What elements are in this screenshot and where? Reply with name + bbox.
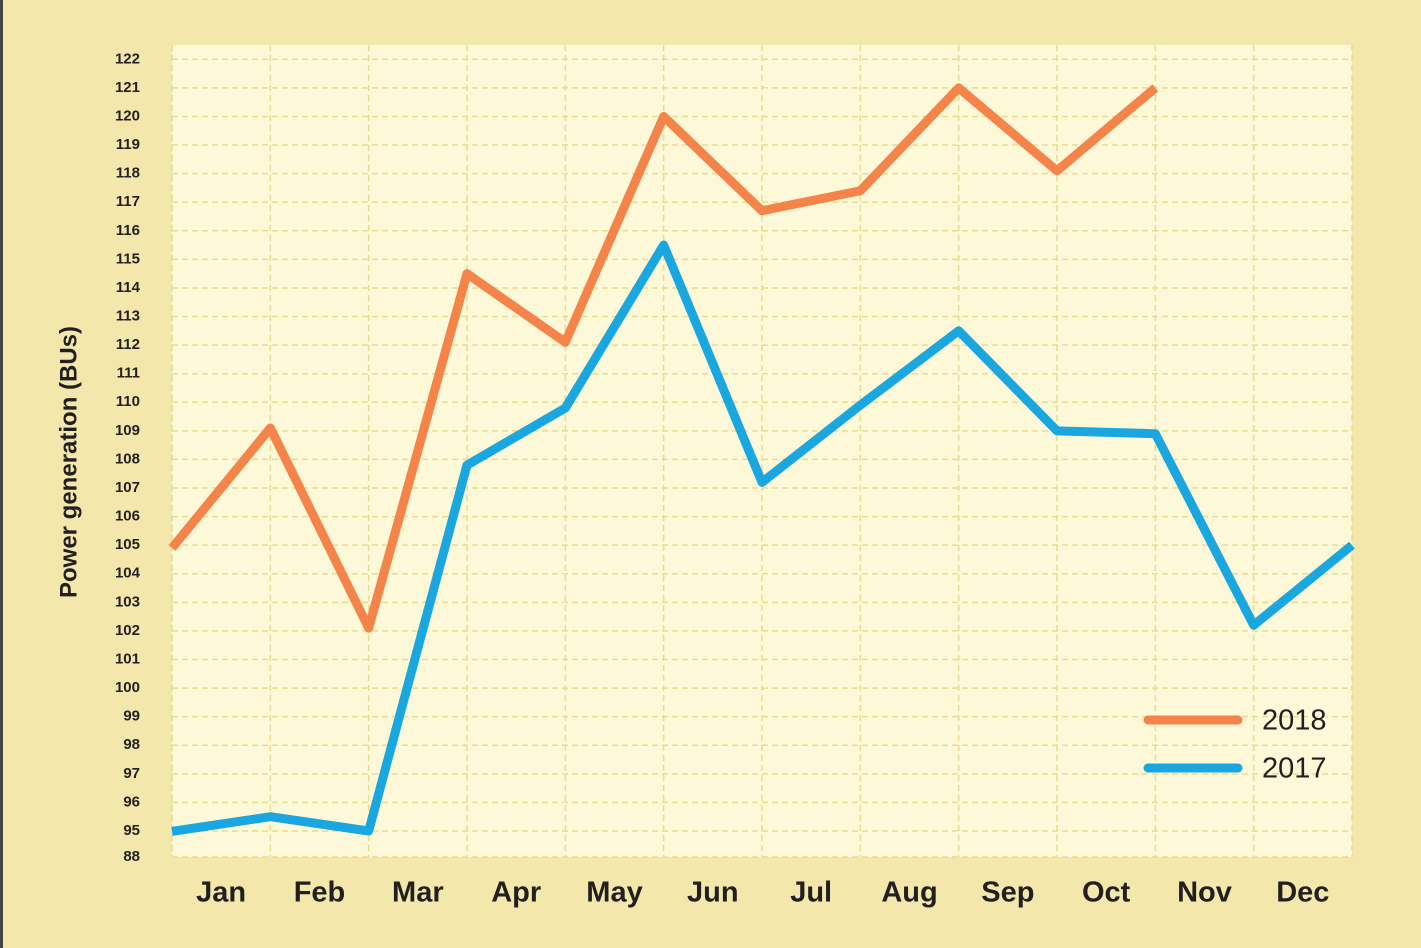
y-tick-label: 101: [115, 650, 140, 667]
x-tick-label: Oct: [1082, 877, 1131, 909]
y-tick-label: 108: [115, 450, 140, 467]
y-tick-label: 106: [115, 508, 140, 525]
y-tick-label: 102: [115, 622, 140, 639]
y-tick-label: 116: [116, 222, 140, 239]
y-tick-label: 118: [116, 165, 140, 182]
y-tick-label: 95: [123, 822, 140, 839]
x-tick-label: Aug: [881, 877, 937, 909]
y-tick-label: 122: [115, 50, 140, 67]
y-tick-label: 117: [116, 193, 140, 210]
y-tick-label: 121: [115, 79, 140, 96]
y-tick-label: 109: [115, 422, 140, 439]
y-tick-label: 115: [116, 250, 140, 267]
y-tick-label: 110: [116, 393, 140, 410]
left-edge: [0, 0, 3, 948]
y-tick-label: 114: [116, 279, 141, 296]
y-tick-label: 111: [117, 365, 140, 382]
y-tick-label: 112: [116, 336, 140, 353]
x-tick-label: May: [586, 877, 642, 909]
x-tick-label: Sep: [981, 877, 1034, 909]
y-axis-label: Power generation (BUs): [55, 326, 82, 598]
x-tick-label: Jun: [687, 877, 739, 909]
y-tick-label: 120: [115, 107, 140, 124]
x-tick-label: Mar: [392, 877, 444, 909]
y-tick-label: 88: [123, 848, 140, 865]
x-tick-label: Apr: [491, 877, 541, 909]
x-tick-label: Jul: [790, 877, 832, 909]
legend-label: 2017: [1262, 753, 1327, 785]
x-tick-label: Jan: [196, 877, 246, 909]
y-tick-label: 100: [115, 679, 140, 696]
series-line: [171, 240, 1355, 836]
legend-label: 2018: [1262, 705, 1327, 737]
y-tick-label: 96: [123, 793, 140, 810]
y-tick-label: 99: [123, 708, 140, 725]
y-tick-label: 98: [123, 736, 140, 753]
y-tick-label: 119: [116, 136, 140, 153]
y-tick-label: 105: [115, 536, 140, 553]
series-line: [168, 83, 1159, 633]
x-tick-label: Nov: [1177, 877, 1232, 909]
y-tick-label: 113: [116, 307, 140, 324]
y-tick-label: 104: [115, 565, 141, 582]
y-tick-label: 97: [123, 765, 140, 782]
x-tick-label: Dec: [1276, 877, 1329, 909]
x-tick-label: Feb: [294, 877, 346, 909]
y-tick-label: 107: [115, 479, 140, 496]
y-tick-label: 103: [115, 593, 140, 610]
